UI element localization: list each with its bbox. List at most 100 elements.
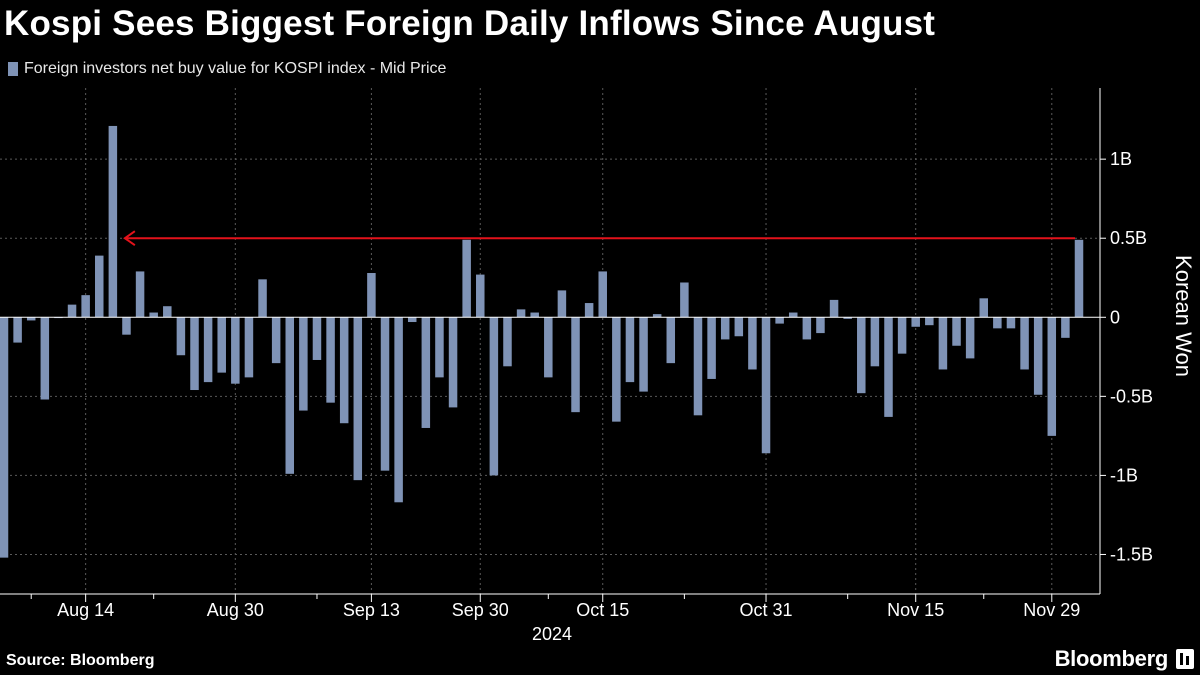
y-tick-label: -0.5B xyxy=(1110,386,1153,406)
bar xyxy=(952,317,961,346)
bar xyxy=(897,317,907,354)
bar xyxy=(652,314,662,318)
x-tick-label: Aug 30 xyxy=(207,600,264,620)
bar xyxy=(13,317,22,343)
bar xyxy=(544,317,553,378)
y-tick-label: -1B xyxy=(1110,465,1138,485)
y-tick-label: 1B xyxy=(1110,149,1132,169)
bar xyxy=(666,317,676,364)
bar xyxy=(816,317,825,334)
bar xyxy=(748,317,757,370)
bar xyxy=(1033,317,1043,395)
bar xyxy=(299,317,308,411)
bar xyxy=(1047,317,1057,436)
legend-swatch xyxy=(8,62,18,76)
bar xyxy=(244,317,254,378)
bar xyxy=(122,317,131,335)
bar xyxy=(843,317,852,319)
bloomberg-logo-icon xyxy=(1176,649,1194,669)
bar xyxy=(680,282,689,318)
bar xyxy=(339,317,349,424)
annotation-arrow-head xyxy=(123,230,136,247)
y-tick-label: 0 xyxy=(1110,307,1120,327)
bar xyxy=(625,317,635,383)
bar xyxy=(285,317,295,474)
bar xyxy=(203,317,213,383)
bar xyxy=(1006,317,1016,329)
bar xyxy=(40,317,50,400)
bar xyxy=(271,317,281,364)
bar xyxy=(108,125,118,318)
bar xyxy=(761,317,771,454)
bar xyxy=(380,317,390,471)
bar xyxy=(353,317,363,481)
bar xyxy=(584,303,594,318)
bar xyxy=(979,298,988,318)
bar xyxy=(217,317,226,373)
bar xyxy=(489,317,499,476)
bar xyxy=(176,317,186,356)
y-tick-label: 0.5B xyxy=(1110,228,1147,248)
bar xyxy=(149,312,158,318)
bar xyxy=(598,271,607,318)
chart-title: Kospi Sees Biggest Foreign Daily Inflows… xyxy=(4,4,936,43)
bar xyxy=(312,317,322,360)
bar xyxy=(503,317,512,367)
x-tick-label: Oct 15 xyxy=(576,600,629,620)
bar xyxy=(938,317,948,370)
source-note: Source: Bloomberg xyxy=(6,652,155,669)
bar xyxy=(693,317,703,416)
annotations xyxy=(123,230,1075,247)
bar xyxy=(720,317,730,340)
bar xyxy=(884,317,893,417)
bar xyxy=(407,317,417,323)
y-tick-label: -1.5B xyxy=(1110,544,1153,564)
axes: 1B 0.5B 0 -0.5B -1B -1.5B Aug 14 Aug 30 Sep 13 Se… xyxy=(0,88,1153,644)
bar xyxy=(26,317,36,321)
brand-logo: Bloomberg xyxy=(1054,646,1169,671)
bar xyxy=(0,317,9,558)
bar xyxy=(258,279,267,318)
bar xyxy=(788,312,798,318)
bar xyxy=(557,290,567,318)
bar xyxy=(870,317,880,367)
bar xyxy=(135,271,145,318)
bar xyxy=(476,274,485,318)
bar xyxy=(734,317,744,337)
x-tick-label: Sep 30 xyxy=(452,600,509,620)
bar xyxy=(67,304,77,318)
bar xyxy=(435,317,444,378)
bar xyxy=(1061,317,1070,338)
bar xyxy=(639,317,648,392)
bar xyxy=(421,317,431,428)
bar xyxy=(612,317,621,422)
x-year-label: 2024 xyxy=(532,624,572,644)
bar xyxy=(993,317,1002,329)
y-axis-title: Korean Won xyxy=(1171,255,1196,377)
bar xyxy=(163,306,172,318)
bar xyxy=(775,317,784,324)
bar xyxy=(462,239,471,318)
bar xyxy=(571,317,580,413)
bar xyxy=(95,255,104,318)
legend: Foreign investors net buy value for KOSP… xyxy=(8,60,446,78)
bar xyxy=(448,317,458,408)
bar xyxy=(1074,239,1084,318)
bar xyxy=(231,317,240,384)
bar xyxy=(925,317,934,326)
bar xyxy=(1020,317,1029,370)
bar xyxy=(829,299,839,318)
x-tick-label: Sep 13 xyxy=(343,600,400,620)
bar xyxy=(530,312,539,318)
bar xyxy=(367,273,376,318)
x-tick-label: Oct 31 xyxy=(740,600,793,620)
bar xyxy=(516,309,526,318)
bar xyxy=(707,317,716,379)
x-tick-label: Nov 15 xyxy=(887,600,944,620)
bar xyxy=(911,317,920,327)
bar xyxy=(190,317,199,391)
x-tick-label: Aug 14 xyxy=(57,600,114,620)
bar xyxy=(326,317,335,403)
bars xyxy=(0,125,1084,558)
